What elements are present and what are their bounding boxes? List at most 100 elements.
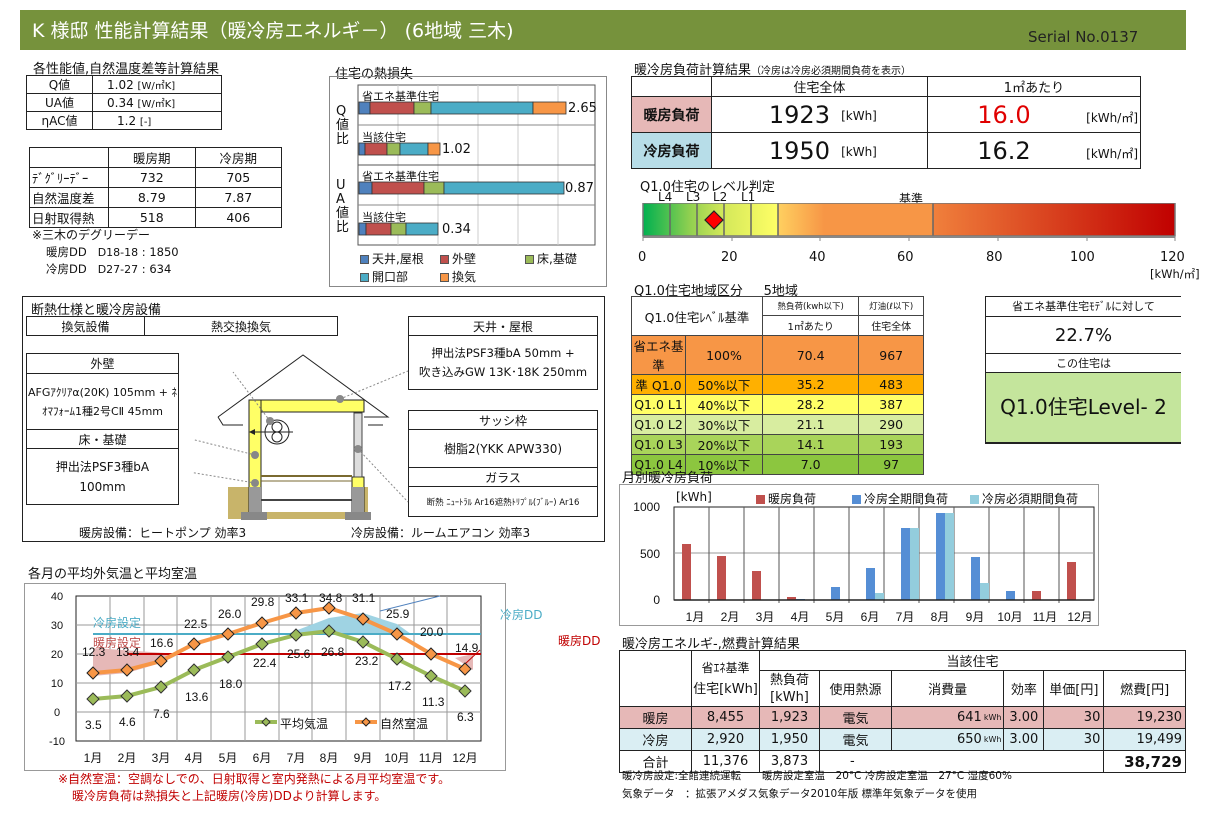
cell: Q1.0 L2 [631,414,686,435]
header-cell: 省ｴﾈ基準 [701,660,750,675]
monthly-plot: 1000 500 0 1月 2月 3月 4月 5月 6月 7月 8月 9月 10月 11月 12月 [633,500,1095,624]
table-row: 1㎡あたり 住宅全体 [632,315,924,336]
cell: 705 [194,167,282,188]
wall-value: AFGｱｸﾘｱα(20K) 105mm + ﾈ [27,385,178,399]
svg-text:13.4: 13.4 [116,645,140,659]
legend-swatch [360,273,369,282]
svg-text:20.0: 20.0 [420,625,444,639]
tick: 20 [721,250,738,265]
table-row: 日射取得熱 518 406 [29,207,282,228]
table-row: 熱負荷 [kWh] 使用熱源 消費量 効率 単価[円] 燃費[円] [620,670,1186,707]
vent-value: 熱交換換気 [144,316,338,336]
header-cell: 灯油(ℓ以下) [858,296,924,316]
header-cell: 住宅全体 [711,76,928,97]
legend-swatch [440,273,449,282]
unit: [kWh/㎡] [1086,111,1138,125]
header-cell: 当該住宅 [759,650,1186,671]
svg-text:12月: 12月 [1067,610,1092,624]
svg-text:6月: 6月 [253,751,272,765]
cell: 1,950 [759,728,820,751]
svg-text:1月: 1月 [686,610,705,624]
cool-load-per-m2: 16.2 [977,136,1031,165]
ua-label: UA値 [26,93,93,112]
bar-label: 省エネ基準住宅 [362,90,439,103]
legend-label: 暖房負荷 [768,492,817,506]
cell: 14.1 [761,434,860,455]
level-marker [704,210,724,230]
cooling-equipment: 冷房設備：ルームエアコン 効率3 [351,526,531,540]
total-cost: 38,729 [1103,750,1186,773]
cell: Q1.0 L3 [631,434,686,455]
sash-label: サッシ枠 [408,410,598,430]
legend-avg-temp: 平均気温 [280,717,329,731]
legend-item: 暖房負荷 [756,490,816,507]
bar-total: 1.02 [442,142,471,157]
svg-text:3.5: 3.5 [85,718,102,732]
label: 暖房DD [46,245,87,259]
header-cell: Q1.0住宅ﾚﾍﾞﾙ基準 [631,296,763,336]
svg-text:0: 0 [653,593,660,607]
svg-text:6.3: 6.3 [457,710,474,724]
cell: 3,873 [759,750,820,773]
wall-value: ｵﾏﾌｫｰﾑ1種2号CⅡ 45mm [41,404,164,418]
header-cell [29,147,109,168]
roof-value: 押出法PSF3種bA 50mm + [431,345,575,360]
eta-label: ηAC値 [26,111,93,130]
level-mark-l3: L3 [686,190,701,204]
svg-text:4.6: 4.6 [119,715,136,729]
table-row: 断熱 ﾆｭｰﾄﾗﾙ Ar16遮熱ﾄﾘﾌﾟﾙ(ﾌﾞﾙｰ) Ar16 [408,486,598,517]
cool-dd-note: 冷房DD D27-27 : 634 [46,262,172,276]
symbol: D18-18 [97,246,139,259]
cell: Q1.0 L1 [631,394,686,415]
legend-item: 開口部 [360,268,408,285]
cell: 2,920 [691,728,760,751]
vent-table: 換気設備 熱交換換気 [26,316,338,336]
svg-text:11月: 11月 [1033,610,1057,624]
eta-unit: [-] [139,116,152,128]
level-mark-l2: L2 [713,190,728,204]
glass-value: 断熱 ﾆｭｰﾄﾗﾙ Ar16遮熱ﾄﾘﾌﾟﾙ(ﾌﾞﾙｰ) Ar16 [408,486,598,517]
unit: [kWh] [841,145,877,159]
svg-text:1月: 1月 [84,751,103,765]
cell: 70.4 [761,335,860,375]
tick: 100 [1070,250,1095,265]
svg-text:3月: 3月 [756,610,775,624]
svg-text:40: 40 [51,591,63,603]
temp-note-2: 暖冷房負荷は熱損失と上記暖房(冷房)DDより計算します。 [72,789,387,803]
table-row: Q1.0 L3 20%以下 14.1 193 [631,434,924,455]
cell: 406 [194,207,282,228]
bar-total: 2.65 [568,101,597,116]
table-row: 外壁 [26,353,179,374]
header-cell: 効率 [1003,670,1045,707]
cell: 21.1 [761,414,860,435]
table-row: 暖房期 冷房期 [29,147,282,168]
table-row: 換気設備 熱交換換気 [26,316,338,336]
spec-section: 断熱仕様と暖冷房設備 換気設備 熱交換換気 外壁 AFGｱｸﾘｱα(20K) 10… [22,296,605,542]
level-gauge [642,203,1176,241]
energy-footnote-1: 暖冷房設定:全館連続運転 暖房設定室温 20°C 冷房設定室温 27°C 湿度6… [622,770,1012,782]
cell: 641 [890,706,984,729]
row-label: 暖房 [619,706,692,729]
svg-text:500: 500 [640,547,660,561]
cell: 20%以下 [685,434,763,455]
heating-equipment: 暖房設備：ヒートポンプ 効率3 [79,526,247,540]
header-cell: 熱負荷(kwh以下) [761,296,860,316]
cell: 483 [858,374,924,395]
cell: 97 [858,454,924,475]
cell: 30 [1043,728,1105,751]
cell: 7.87 [194,187,282,208]
cell: 準 Q1.0 [631,374,686,395]
cell: 518 [108,207,196,228]
heatloss-title: 住宅の熱損失 [335,67,414,82]
legend-item: 冷房全期間負荷 [852,490,948,507]
table-row: 住宅全体 1㎡あたり [631,76,1142,97]
q-label: Q値 [26,75,93,94]
cell: 電気 [819,706,892,729]
cell: 35.2 [761,374,860,395]
svg-text:14.9: 14.9 [455,641,479,655]
svg-text:16.6: 16.6 [150,636,174,650]
legend-natural-temp: 自然室温 [380,717,429,731]
table-row: 押出法PSF3種bA 50mm + 吹き込みGW 13K･18K 250mm [408,335,598,390]
table-row: 暖房 8,455 1,923 電気 641 kWh 3.00 30 19,230 [619,706,1186,729]
row-label: 合計 [619,750,692,773]
